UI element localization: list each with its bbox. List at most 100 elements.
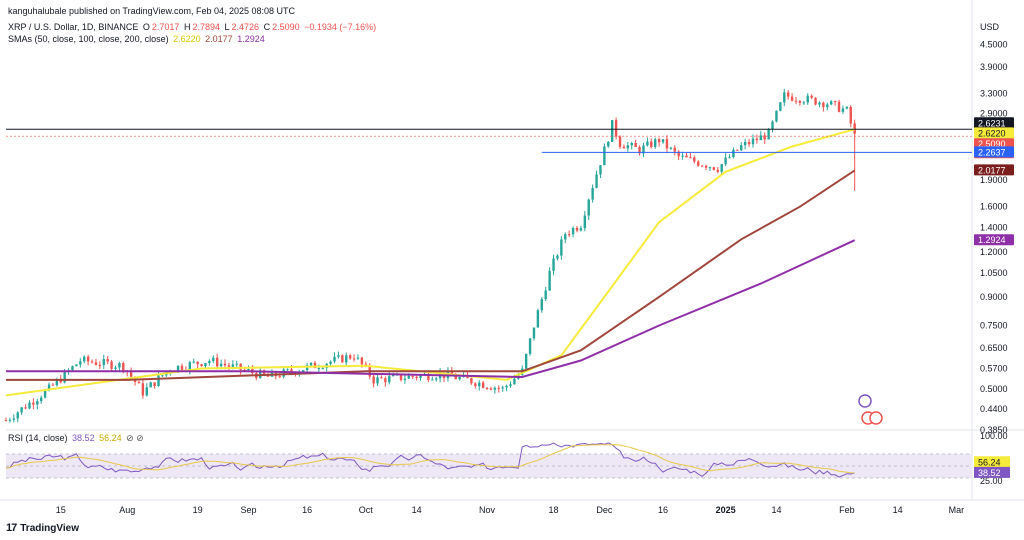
price-tag-sma100 <box>974 164 1014 176</box>
candle-body <box>610 120 614 142</box>
candle-body <box>313 362 317 369</box>
candle-body <box>290 369 293 373</box>
candle-body <box>376 377 379 384</box>
candle-body <box>806 95 809 103</box>
ohlc-l-label: L <box>224 22 230 32</box>
candle-body <box>540 299 543 311</box>
candle-body <box>603 146 606 166</box>
candle-body <box>55 379 59 386</box>
candle-body <box>360 357 364 365</box>
candle-body <box>282 369 285 377</box>
candle-body <box>75 364 78 367</box>
candle-body <box>391 374 395 377</box>
rsi-y-tick: 100.00 <box>980 431 1008 441</box>
y-tick-label: 1.4000 <box>980 223 1008 233</box>
candle-body <box>474 383 477 387</box>
candle-body <box>654 139 657 147</box>
candle-body <box>505 385 508 388</box>
candle-body <box>227 365 231 367</box>
x-tick-label: 14 <box>893 505 903 515</box>
x-tick-label: 16 <box>302 505 312 515</box>
candle-body <box>618 136 622 147</box>
price-tag-text: 1.2924 <box>978 235 1006 245</box>
candle-body <box>145 387 148 396</box>
candle-body <box>71 366 74 371</box>
flag-event-icon <box>869 411 883 425</box>
candle-body <box>90 361 94 363</box>
candle-body <box>841 108 845 112</box>
candle-body <box>826 104 829 108</box>
y-tick-label: 2.9000 <box>980 109 1008 119</box>
rsi-y-tick: 25.00 <box>980 476 1003 486</box>
published-note: kanguhalubale published on TradingView.c… <box>8 6 296 16</box>
candle-body <box>481 382 485 388</box>
candle-body <box>759 135 763 141</box>
candle-body <box>204 363 207 367</box>
tradingview-brand[interactable]: 17 TradingView <box>6 522 79 534</box>
candle-body <box>677 151 680 157</box>
candle-body <box>196 361 199 365</box>
candle-body <box>309 362 313 366</box>
candle-body <box>798 100 802 103</box>
candle-body <box>102 359 105 366</box>
candle-body <box>564 234 567 240</box>
rsi-tag-text: 38.52 <box>978 468 1001 478</box>
rsi-settings-icon[interactable]: ⊘ ⊘ <box>126 433 144 443</box>
candle-body <box>458 377 461 380</box>
candle-body <box>599 165 602 175</box>
candle-body <box>532 327 536 339</box>
x-tick-label: Dec <box>596 505 613 515</box>
candle-body <box>118 363 121 368</box>
candle-body <box>794 100 798 102</box>
candle-body <box>259 370 262 378</box>
candle-body <box>278 376 281 378</box>
candle-body <box>560 239 563 256</box>
candle-body <box>790 96 794 101</box>
candle-body <box>188 362 192 370</box>
candle-body <box>724 157 727 165</box>
candle-body <box>388 376 391 383</box>
candle-body <box>28 402 31 409</box>
candle-body <box>751 138 755 145</box>
candle-body <box>223 363 227 366</box>
candle-body <box>708 167 712 169</box>
price-tag-sma200 <box>974 234 1014 246</box>
ohlc-high: 2.7894 <box>192 22 220 32</box>
candle-body <box>51 384 55 386</box>
candle-body <box>348 355 352 359</box>
candle-body <box>556 255 559 259</box>
candle-body <box>235 363 238 365</box>
candle-body <box>736 149 739 151</box>
candle-body <box>830 101 833 105</box>
rsi-ma-tag <box>974 456 1010 468</box>
candle-body <box>8 419 12 421</box>
rsi-value: 38.52 <box>72 433 95 443</box>
candle-body <box>763 135 766 140</box>
candle-body <box>32 402 35 405</box>
candle-body <box>478 382 481 387</box>
candle-body <box>20 407 23 413</box>
candle-body <box>810 95 813 98</box>
candle-body <box>802 102 806 104</box>
candle-body <box>427 373 430 380</box>
price-tag-text: 2.6220 <box>978 128 1006 138</box>
candle-body <box>454 375 457 380</box>
candle-body <box>587 199 590 216</box>
x-tick-label: Mar <box>949 505 965 515</box>
sma200-line <box>6 239 856 379</box>
symbol-title[interactable]: XRP / U.S. Dollar, 1D, BINANCE <box>8 22 139 32</box>
candle-body <box>215 357 219 367</box>
y-tick-label: 3.9000 <box>980 62 1008 72</box>
sma-legend[interactable]: SMAs (50, close, 100, close, 200, close)… <box>8 34 267 44</box>
x-tick-label: 16 <box>658 505 668 515</box>
candle-body <box>595 174 598 188</box>
candle-body <box>141 383 145 396</box>
candle-body <box>380 377 383 379</box>
candle-body <box>329 361 332 364</box>
y-tick-label: 1.6000 <box>980 202 1008 212</box>
candle-body <box>47 384 51 391</box>
sma50-value: 2.6220 <box>173 34 201 44</box>
rsi-legend[interactable]: RSI (14, close) 38.52 56.24 ⊘ ⊘ <box>8 433 146 444</box>
candle-body <box>137 381 141 384</box>
